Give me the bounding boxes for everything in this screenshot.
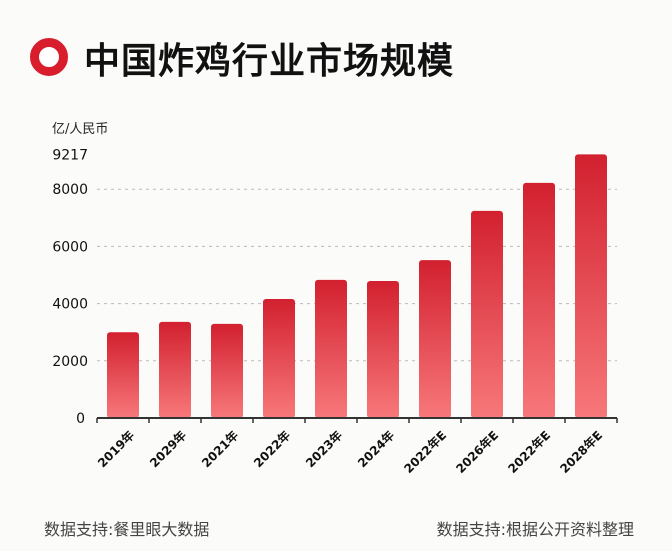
bar xyxy=(159,321,191,418)
x-tick-label: 2021年 xyxy=(198,428,241,471)
x-tick-label: 2019年 xyxy=(94,428,137,471)
y-tick-label: 0 xyxy=(76,411,85,427)
bar xyxy=(315,279,347,418)
y-tick-label: 8000 xyxy=(52,182,88,198)
bar xyxy=(263,299,295,418)
y-tick-label: 4000 xyxy=(52,297,88,313)
bar xyxy=(367,281,399,418)
page-title: 中国炸鸡行业市场规模 xyxy=(84,41,455,82)
y-axis-label: 亿/人民币 xyxy=(52,122,108,137)
x-tick-label: 2028年E xyxy=(557,428,606,477)
bar xyxy=(419,260,451,418)
bar xyxy=(471,210,503,418)
bar xyxy=(523,182,555,418)
x-tick-label: 2026年E xyxy=(453,428,502,477)
y-tick-label: 6000 xyxy=(52,239,88,255)
y-tick-label: 9217 xyxy=(52,147,88,163)
x-tick-label: 2022年E xyxy=(505,428,554,477)
x-tick-label: 2022年E xyxy=(401,428,450,477)
bar xyxy=(575,154,607,418)
x-tick-label: 2029年 xyxy=(146,428,189,471)
x-tick-label: 2023年 xyxy=(302,428,345,471)
source-right: 数据支持:根据公开资料整理 xyxy=(436,520,634,539)
y-tick-label: 2000 xyxy=(52,354,88,370)
source-left: 数据支持:餐里眼大数据 xyxy=(44,520,210,539)
bar xyxy=(107,332,139,418)
logo-ring-icon xyxy=(30,38,68,76)
bar xyxy=(211,323,243,418)
x-tick-label: 2024年 xyxy=(354,428,397,471)
x-tick-label: 2022年 xyxy=(250,428,293,471)
